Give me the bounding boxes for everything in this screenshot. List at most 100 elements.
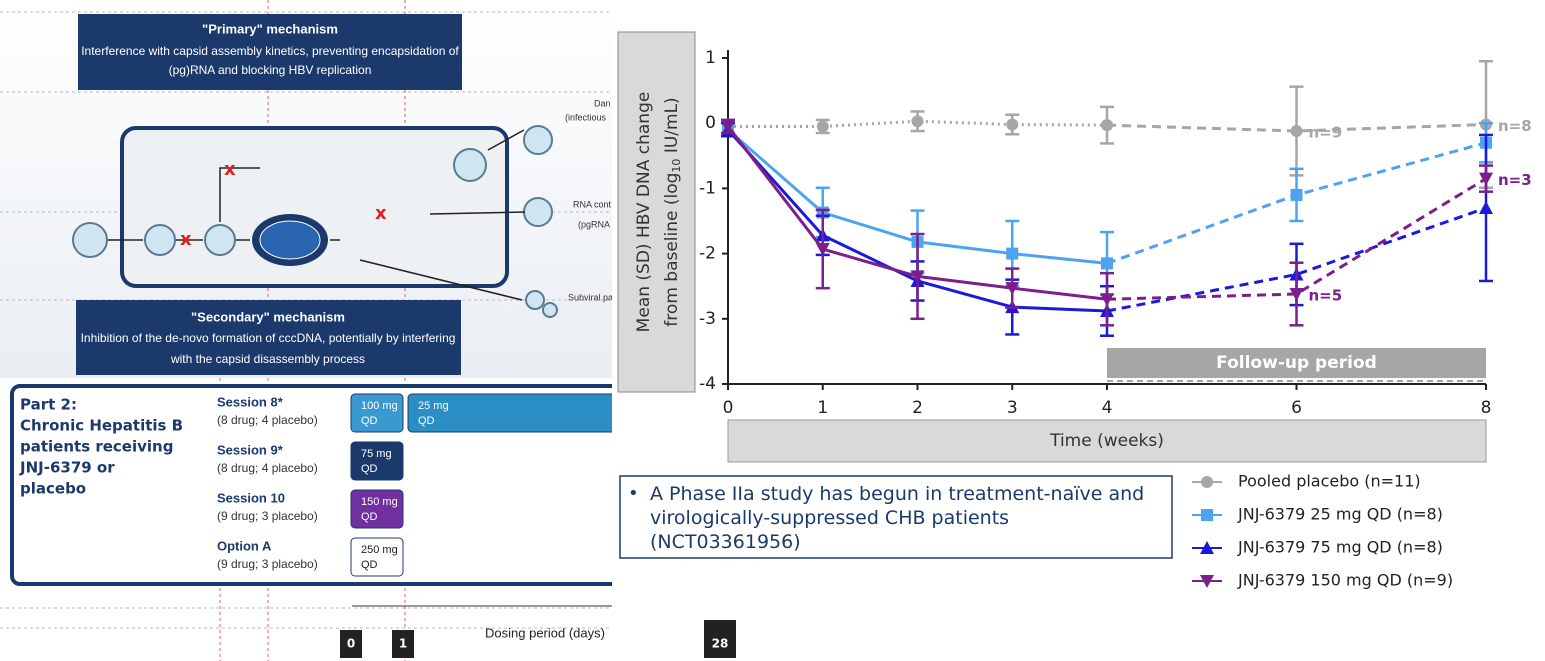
timeline-label: Dosing period (days) bbox=[485, 625, 605, 640]
marker bbox=[721, 120, 735, 133]
x-tick-label: 2 bbox=[912, 398, 923, 418]
y-axis-title-part: IU/mL) bbox=[662, 97, 682, 158]
session-detail: (9 drug; 3 placebo) bbox=[217, 509, 318, 523]
side-label: Dan bbox=[594, 98, 611, 108]
timeline-box bbox=[704, 620, 736, 658]
session-detail: (8 drug; 4 placebo) bbox=[217, 413, 318, 427]
dose: 75 mg bbox=[361, 448, 392, 460]
y-tick-label: 1 bbox=[705, 48, 716, 68]
marker bbox=[817, 207, 829, 219]
marker bbox=[816, 228, 830, 241]
series-line bbox=[1107, 208, 1486, 311]
legend-label: JNJ-6379 150 mg QD (n=9) bbox=[1237, 571, 1453, 590]
marker bbox=[1200, 575, 1214, 588]
secondary-title: "Secondary" mechanism bbox=[191, 309, 345, 324]
dose-freq: QD bbox=[361, 559, 378, 571]
marker bbox=[1006, 248, 1018, 260]
marker bbox=[1479, 201, 1493, 214]
annotation: n=9 bbox=[1309, 124, 1343, 142]
marker bbox=[1101, 119, 1113, 131]
y-label-box bbox=[618, 32, 695, 392]
part-text: Chronic Hepatitis B bbox=[20, 417, 183, 435]
cell-box bbox=[122, 128, 507, 286]
marker bbox=[1201, 476, 1213, 488]
y-tick-label: -3 bbox=[699, 309, 716, 329]
note-text: A Phase IIa study has begun in treatment… bbox=[650, 482, 1160, 554]
annotation: n=5 bbox=[1309, 287, 1343, 305]
bullet: • bbox=[628, 483, 639, 504]
dose-freq: QD bbox=[418, 415, 435, 427]
marker bbox=[1479, 173, 1493, 186]
y-axis-title: from baseline (log10 IU/mL) bbox=[662, 97, 683, 326]
timeline-day: 1 bbox=[399, 637, 407, 651]
marker bbox=[1101, 257, 1113, 269]
marker bbox=[816, 243, 830, 256]
marker bbox=[1200, 541, 1214, 554]
marker bbox=[1100, 293, 1114, 306]
x-tick-label: 1 bbox=[817, 398, 828, 418]
session: Session 9* bbox=[217, 442, 284, 457]
y-tick-label: 0 bbox=[705, 113, 716, 133]
y-axis-title-part: from baseline (log bbox=[662, 173, 682, 327]
slide-editor: "Primary" mechanism Interference with ca… bbox=[0, 0, 1545, 661]
session-detail: (8 drug; 4 placebo) bbox=[217, 461, 318, 475]
followup-label: Follow-up period bbox=[1216, 353, 1377, 373]
x-tick-label: 6 bbox=[1291, 398, 1302, 418]
session: Session 10 bbox=[217, 490, 285, 505]
marker bbox=[1201, 509, 1213, 521]
side-label: RNA cont bbox=[573, 199, 612, 209]
left-slide: "Primary" mechanism Interference with ca… bbox=[0, 0, 612, 661]
svg-text:x: x bbox=[375, 203, 387, 224]
series-line bbox=[728, 126, 1107, 299]
marker bbox=[912, 115, 924, 127]
y-tick-label: -2 bbox=[699, 244, 716, 264]
marker bbox=[722, 120, 734, 132]
x-axis-title: Time (weeks) bbox=[1049, 431, 1164, 451]
series-line bbox=[728, 121, 1107, 126]
x-label-box bbox=[728, 420, 1486, 462]
series-line bbox=[1107, 125, 1486, 132]
session: Session 8* bbox=[217, 394, 284, 409]
secondary-text: Inhibition of the de-novo formation of c… bbox=[81, 331, 456, 345]
dose: 25 mg bbox=[418, 400, 449, 412]
legend-label: JNJ-6379 25 mg QD (n=8) bbox=[1237, 505, 1443, 524]
part-title: Part 2: bbox=[20, 396, 77, 414]
primary-text: Interference with capsid assembly kineti… bbox=[81, 44, 459, 58]
series-line bbox=[1107, 143, 1486, 264]
legend-label: JNJ-6379 75 mg QD (n=8) bbox=[1237, 538, 1443, 557]
session-detail: (9 drug; 3 placebo) bbox=[217, 557, 318, 571]
marker bbox=[1291, 125, 1303, 137]
svg-text:x: x bbox=[224, 159, 236, 180]
y-axis-title: Mean (SD) HBV DNA change bbox=[634, 92, 654, 333]
secondary-text: with the capsid disassembly process bbox=[170, 352, 365, 366]
side-label: (infectious bbox=[565, 112, 607, 122]
series-line bbox=[1107, 179, 1486, 300]
marker bbox=[1480, 137, 1492, 149]
timeline-start: 0 bbox=[347, 637, 355, 651]
marker bbox=[911, 274, 925, 287]
dose: 150 mg bbox=[361, 496, 398, 508]
side-label: (pgRNA bbox=[578, 219, 610, 229]
dose-freq: QD bbox=[361, 463, 378, 475]
y-tick-label: -4 bbox=[699, 374, 716, 394]
marker bbox=[1290, 288, 1304, 301]
part-text: patients receiving bbox=[20, 438, 173, 456]
dose: 250 mg bbox=[361, 544, 398, 556]
dose: 100 mg bbox=[361, 400, 398, 412]
annotation: n=8 bbox=[1498, 117, 1532, 135]
y-tick-label: -1 bbox=[699, 178, 716, 198]
primary-title: "Primary" mechanism bbox=[202, 21, 338, 36]
part-text: placebo bbox=[20, 480, 86, 498]
x-tick-label: 8 bbox=[1481, 398, 1492, 418]
primary-text: (pg)RNA and blocking HBV replication bbox=[169, 63, 372, 77]
marker bbox=[1005, 282, 1019, 295]
marker bbox=[1006, 119, 1018, 131]
marker bbox=[1100, 304, 1114, 317]
dose-freq: QD bbox=[361, 511, 378, 523]
y-axis-title-sub: 10 bbox=[670, 159, 683, 173]
dose-freq: QD bbox=[361, 415, 378, 427]
part-text: JNJ-6379 or bbox=[19, 459, 115, 477]
legend-label: Pooled placebo (n=11) bbox=[1238, 472, 1421, 491]
x-tick-label: 0 bbox=[723, 398, 734, 418]
svg-text:x: x bbox=[180, 229, 192, 250]
